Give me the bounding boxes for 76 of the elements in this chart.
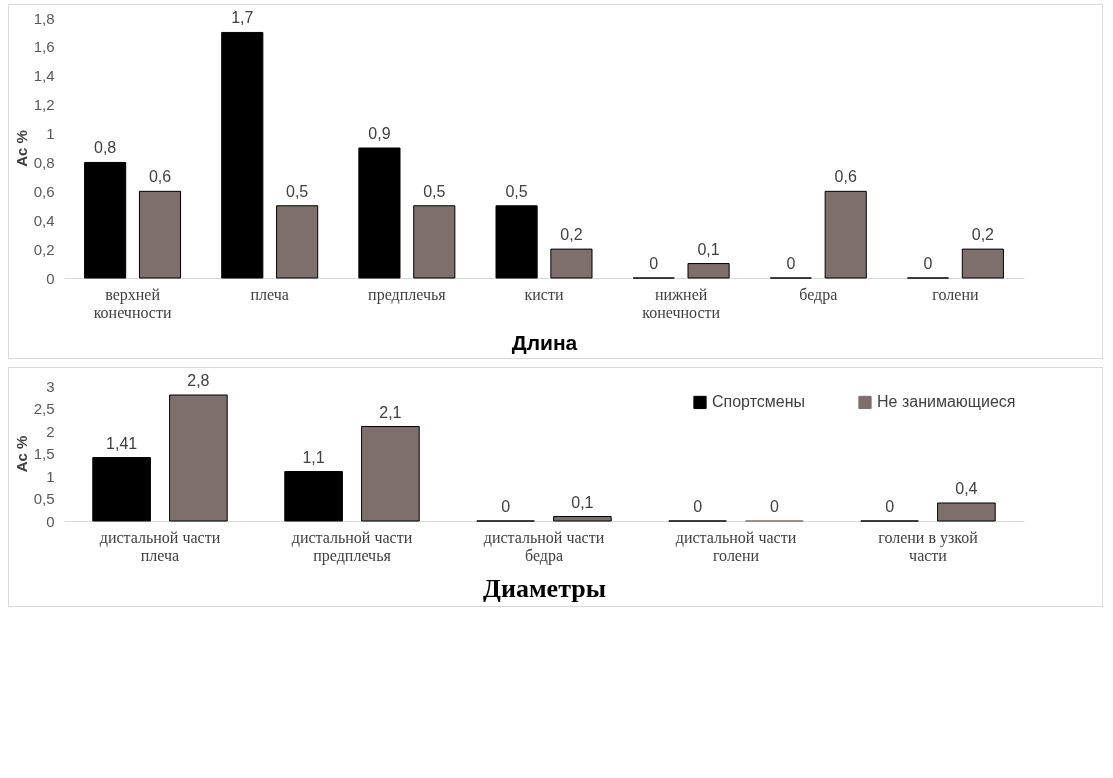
bar <box>221 31 264 279</box>
data-label: 0 <box>501 498 511 515</box>
data-label: 1,1 <box>302 448 325 466</box>
data-label: 0,5 <box>423 182 446 200</box>
bar <box>413 205 456 279</box>
y-tick-label: 1,6 <box>33 38 55 56</box>
bar <box>84 161 127 279</box>
x-axis-title: Длина <box>511 330 578 354</box>
legend-label: Спортсмены <box>712 393 806 411</box>
data-label: 0,2 <box>560 226 583 244</box>
bar <box>276 205 319 279</box>
data-label: 0,5 <box>286 182 309 200</box>
bar <box>550 248 593 279</box>
bar <box>937 502 996 522</box>
y-axis-title: Ac % <box>12 435 30 473</box>
x-tick-label: дистальной части бедра <box>483 528 605 565</box>
data-label: 0 <box>649 255 659 272</box>
y-tick-label: 0,5 <box>33 490 55 507</box>
data-label: 0 <box>885 498 895 515</box>
data-label: 0,6 <box>834 168 857 186</box>
data-label: 2,1 <box>379 403 402 421</box>
bar <box>495 205 538 279</box>
bar <box>284 471 343 522</box>
data-label: 0 <box>786 255 796 272</box>
x-tick-label: предплечья <box>368 285 447 304</box>
data-label: 1,41 <box>106 434 138 452</box>
x-tick-label: нижней конечности <box>642 285 721 321</box>
bar <box>92 457 151 522</box>
y-tick-label: 0 <box>46 512 55 530</box>
x-tick-label: бедра <box>799 285 838 304</box>
x-tick-label: кисти <box>524 285 564 303</box>
data-label: 0,9 <box>368 125 391 142</box>
y-tick-label: 3 <box>46 377 55 395</box>
y-tick-label: 1,8 <box>33 9 55 27</box>
data-label: 0,6 <box>148 168 172 186</box>
bar <box>169 394 228 522</box>
data-label: 0,1 <box>571 493 594 511</box>
x-tick-label: дистальной части предплечья <box>291 528 413 565</box>
data-label: 1,7 <box>231 9 254 27</box>
y-tick-label: 0,8 <box>33 153 55 171</box>
data-label: 2,8 <box>187 372 210 389</box>
data-label: 0,4 <box>955 480 978 497</box>
y-tick-label: 1 <box>46 467 55 485</box>
y-tick-label: 1,4 <box>33 67 55 85</box>
y-tick-label: 1 <box>46 125 55 143</box>
data-label: 0 <box>769 498 779 515</box>
legend-label: Не занимающиеся <box>877 393 1016 411</box>
y-tick-label: 0,4 <box>33 211 55 229</box>
y-tick-label: 0 <box>46 269 55 287</box>
x-tick-label: дистальной части плеча <box>99 528 221 564</box>
bar <box>553 516 612 522</box>
data-label: 0,8 <box>94 139 117 157</box>
data-label: 0 <box>693 498 703 515</box>
y-axis-title: Ac % <box>12 130 30 167</box>
y-tick-label: 1,5 <box>33 445 55 462</box>
y-tick-label: 0,2 <box>33 240 55 258</box>
y-tick-label: 2 <box>46 422 55 440</box>
y-tick-label: 1,2 <box>33 96 55 114</box>
bar <box>824 190 867 279</box>
y-tick-label: 2,5 <box>33 400 55 417</box>
data-label: 0,5 <box>505 182 528 200</box>
x-tick-label: плеча <box>250 285 289 303</box>
x-axis-title: Диаметры <box>483 573 606 603</box>
data-label: 0,2 <box>971 226 995 244</box>
x-tick-label: верхней конечности <box>93 285 172 321</box>
data-label: 0,1 <box>697 240 720 258</box>
bar <box>138 190 182 279</box>
x-tick-label: голени в узкой части <box>878 528 979 564</box>
y-tick-label: 0,6 <box>33 182 55 200</box>
x-tick-label: голени <box>932 285 979 303</box>
x-tick-label: дистальной части голени <box>675 528 797 564</box>
bar <box>358 147 401 279</box>
bar <box>361 426 420 522</box>
bar <box>687 263 730 279</box>
data-label: 0 <box>923 255 933 272</box>
bar <box>961 248 1004 279</box>
